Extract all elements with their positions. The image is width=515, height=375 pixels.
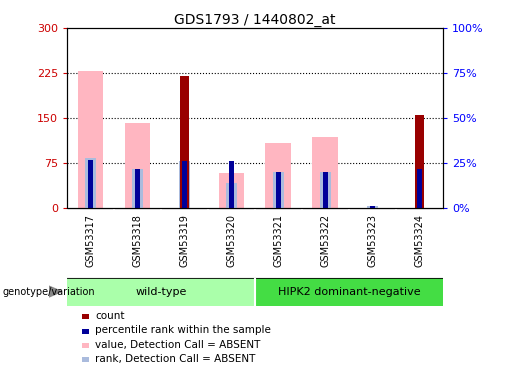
Bar — [179, 161, 190, 208]
Bar — [313, 137, 338, 208]
Text: value, Detection Call = ABSENT: value, Detection Call = ABSENT — [95, 340, 261, 350]
Bar — [78, 71, 104, 208]
Bar — [67, 278, 255, 306]
Bar — [370, 206, 375, 208]
Bar — [226, 183, 236, 208]
Text: count: count — [95, 311, 125, 321]
Text: percentile rank within the sample: percentile rank within the sample — [95, 326, 271, 335]
Bar — [266, 143, 291, 208]
Text: GSM53320: GSM53320 — [227, 214, 236, 267]
Text: HIPK2 dominant-negative: HIPK2 dominant-negative — [278, 286, 420, 297]
Text: GSM53324: GSM53324 — [415, 214, 424, 267]
Text: GSM53317: GSM53317 — [85, 214, 95, 267]
Bar — [273, 172, 284, 208]
Title: GDS1793 / 1440802_at: GDS1793 / 1440802_at — [174, 13, 336, 27]
Bar — [415, 115, 424, 208]
Bar — [182, 161, 187, 208]
Bar — [88, 159, 93, 208]
Text: GSM53323: GSM53323 — [367, 214, 377, 267]
Text: genotype/variation: genotype/variation — [3, 286, 95, 297]
Bar — [320, 172, 331, 208]
Bar — [132, 168, 143, 208]
Bar — [276, 172, 281, 208]
Polygon shape — [49, 286, 62, 297]
Text: GSM53322: GSM53322 — [320, 214, 331, 267]
Bar — [255, 278, 443, 306]
Bar — [85, 158, 96, 208]
Text: rank, Detection Call = ABSENT: rank, Detection Call = ABSENT — [95, 354, 255, 364]
Bar — [417, 168, 422, 208]
Bar — [229, 161, 234, 208]
Bar — [135, 168, 140, 208]
Bar — [218, 173, 244, 208]
Bar — [367, 206, 377, 208]
Text: wild-type: wild-type — [135, 286, 186, 297]
Bar — [323, 172, 328, 208]
Bar — [180, 76, 188, 208]
Text: GSM53318: GSM53318 — [132, 214, 143, 267]
Bar — [125, 123, 150, 208]
Text: GSM53319: GSM53319 — [179, 214, 190, 267]
Text: GSM53321: GSM53321 — [273, 214, 283, 267]
